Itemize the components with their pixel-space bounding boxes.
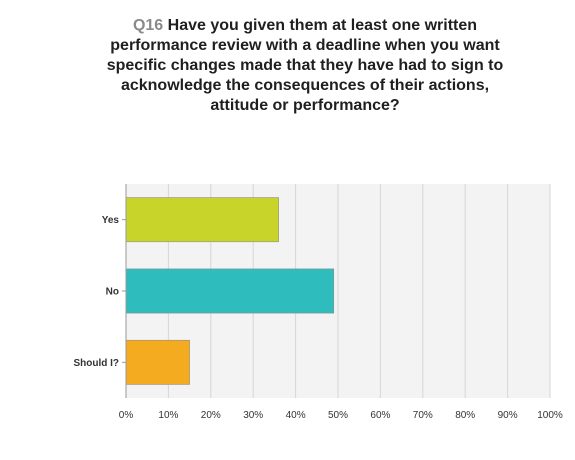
category-labels: Yes No Should I? [73, 215, 119, 369]
question-text: Have you given them at least one written… [106, 17, 504, 114]
category-label: Should I? [73, 358, 119, 369]
y-tick-marks [122, 219, 126, 363]
x-tick-label: 80% [455, 410, 475, 421]
x-tick-label: 50% [328, 410, 348, 421]
x-tick-label: 30% [243, 410, 263, 421]
category-label: Yes [102, 215, 120, 226]
bar [125, 339, 190, 385]
x-tick-label: 10% [158, 410, 178, 421]
chart-title: Q16 Have you given them at least one wri… [95, 16, 515, 116]
x-tick-label: 90% [498, 410, 518, 421]
x-tick-label: 0% [119, 410, 134, 421]
x-tick-label: 70% [413, 410, 433, 421]
bar [125, 268, 335, 314]
bar [125, 197, 279, 243]
x-tick-label: 60% [370, 410, 390, 421]
x-tick-label: 40% [286, 410, 306, 421]
x-tick-label: 20% [201, 410, 221, 421]
category-label: No [106, 287, 119, 298]
bars [125, 197, 335, 385]
question-number: Q16 [132, 17, 164, 34]
x-tick-labels: 0% 10% 20% 30% 40% 50% 60% 70% 80% 90% 100% [119, 410, 563, 421]
x-tick-label: 100% [537, 410, 563, 421]
